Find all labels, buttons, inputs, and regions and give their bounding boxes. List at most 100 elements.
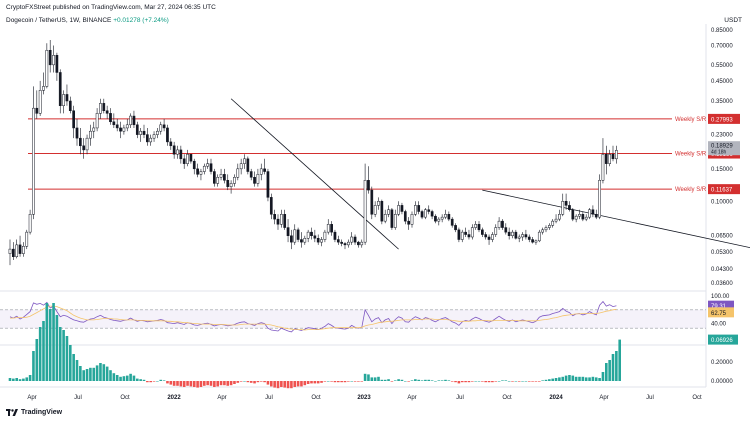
candle[interactable]: [377, 201, 380, 206]
macd-histogram-bar[interactable]: [182, 381, 186, 387]
candle[interactable]: [196, 168, 199, 175]
candle[interactable]: [517, 236, 521, 239]
macd-histogram-bar[interactable]: [22, 378, 25, 381]
candle[interactable]: [219, 174, 223, 178]
macd-histogram-bar[interactable]: [45, 303, 49, 381]
macd-histogram-bar[interactable]: [347, 381, 350, 382]
macd-histogram-bar[interactable]: [15, 378, 18, 381]
candle[interactable]: [524, 234, 528, 238]
candle[interactable]: [159, 124, 163, 132]
macd-histogram-bar[interactable]: [296, 381, 300, 387]
candle[interactable]: [427, 209, 431, 212]
candle[interactable]: [397, 205, 400, 215]
macd-histogram-bar[interactable]: [186, 381, 189, 386]
candle[interactable]: [226, 180, 230, 187]
candle[interactable]: [172, 145, 176, 155]
candle[interactable]: [434, 215, 437, 222]
candle[interactable]: [15, 244, 19, 257]
macd-histogram-bar[interactable]: [209, 381, 213, 386]
candle[interactable]: [424, 209, 427, 218]
candle[interactable]: [380, 201, 384, 222]
macd-histogram-bar[interactable]: [243, 381, 246, 382]
macd-histogram-bar[interactable]: [390, 381, 394, 382]
candle[interactable]: [55, 55, 59, 73]
macd-histogram-bar[interactable]: [524, 381, 528, 382]
candle[interactable]: [75, 127, 79, 139]
macd-histogram-bar[interactable]: [541, 380, 544, 381]
macd-histogram-bar[interactable]: [444, 379, 447, 381]
macd-histogram-bar[interactable]: [69, 345, 72, 381]
macd-histogram-bar[interactable]: [152, 381, 156, 382]
candle[interactable]: [48, 49, 52, 66]
macd-histogram-bar[interactable]: [588, 377, 591, 381]
macd-histogram-bar[interactable]: [303, 381, 307, 386]
candle[interactable]: [68, 100, 72, 111]
candle[interactable]: [367, 180, 370, 191]
macd-histogram-bar[interactable]: [481, 381, 484, 382]
macd-histogram-bar[interactable]: [357, 381, 360, 382]
candle[interactable]: [588, 209, 591, 218]
macd-histogram-bar[interactable]: [142, 379, 146, 381]
candle[interactable]: [574, 215, 578, 220]
candle[interactable]: [246, 158, 250, 172]
macd-pane[interactable]: 0.20000 0.00000: [8, 303, 734, 389]
candle[interactable]: [487, 236, 491, 240]
candle[interactable]: [578, 214, 581, 217]
macd-histogram-bar[interactable]: [511, 381, 514, 382]
macd-histogram-bar[interactable]: [213, 381, 216, 387]
candle[interactable]: [79, 137, 82, 147]
candle[interactable]: [179, 149, 183, 160]
macd-histogram-bar[interactable]: [474, 381, 477, 382]
candle[interactable]: [467, 234, 471, 238]
candle[interactable]: [326, 224, 330, 233]
macd-histogram-bar[interactable]: [229, 381, 233, 386]
macd-histogram-bar[interactable]: [85, 369, 89, 381]
macd-histogram-bar[interactable]: [12, 378, 15, 381]
macd-histogram-bar[interactable]: [306, 381, 310, 384]
macd-histogram-bar[interactable]: [350, 381, 353, 382]
macd-histogram-bar[interactable]: [65, 336, 69, 381]
macd-histogram-bar[interactable]: [199, 381, 203, 387]
macd-histogram-bar[interactable]: [427, 379, 431, 381]
candle[interactable]: [169, 141, 173, 147]
candle[interactable]: [233, 177, 236, 184]
macd-histogram-bar[interactable]: [420, 380, 424, 381]
candle[interactable]: [420, 211, 424, 218]
candle[interactable]: [115, 124, 119, 129]
candle[interactable]: [149, 137, 153, 143]
macd-histogram-bar[interactable]: [320, 381, 323, 383]
candle[interactable]: [306, 231, 310, 239]
macd-histogram-bar[interactable]: [293, 381, 297, 387]
macd-histogram-bar[interactable]: [377, 376, 380, 381]
candle[interactable]: [347, 241, 350, 246]
candle[interactable]: [280, 214, 283, 225]
macd-histogram-bar[interactable]: [196, 381, 199, 388]
macd-histogram-bar[interactable]: [273, 381, 276, 388]
candle[interactable]: [357, 241, 360, 246]
candle[interactable]: [129, 115, 132, 126]
macd-histogram-bar[interactable]: [598, 378, 601, 381]
candle[interactable]: [25, 231, 29, 247]
macd-histogram-bar[interactable]: [72, 354, 75, 381]
macd-histogram-bar[interactable]: [387, 379, 390, 381]
macd-histogram-bar[interactable]: [430, 380, 434, 381]
candle[interactable]: [571, 209, 575, 220]
candle[interactable]: [601, 153, 605, 181]
candle[interactable]: [417, 205, 421, 212]
macd-histogram-bar[interactable]: [99, 363, 102, 381]
macd-histogram-bar[interactable]: [239, 381, 243, 382]
candle[interactable]: [615, 150, 618, 160]
candle[interactable]: [276, 218, 280, 225]
candle[interactable]: [333, 231, 337, 240]
macd-histogram-bar[interactable]: [594, 377, 598, 381]
candle[interactable]: [501, 220, 504, 228]
macd-histogram-bar[interactable]: [340, 381, 343, 383]
candle[interactable]: [109, 113, 112, 123]
candle[interactable]: [236, 168, 240, 178]
candle[interactable]: [511, 231, 514, 236]
candle[interactable]: [293, 229, 297, 243]
candle[interactable]: [604, 153, 608, 164]
candle[interactable]: [32, 107, 35, 215]
macd-histogram-bar[interactable]: [203, 381, 206, 386]
macd-histogram-bar[interactable]: [38, 327, 42, 381]
